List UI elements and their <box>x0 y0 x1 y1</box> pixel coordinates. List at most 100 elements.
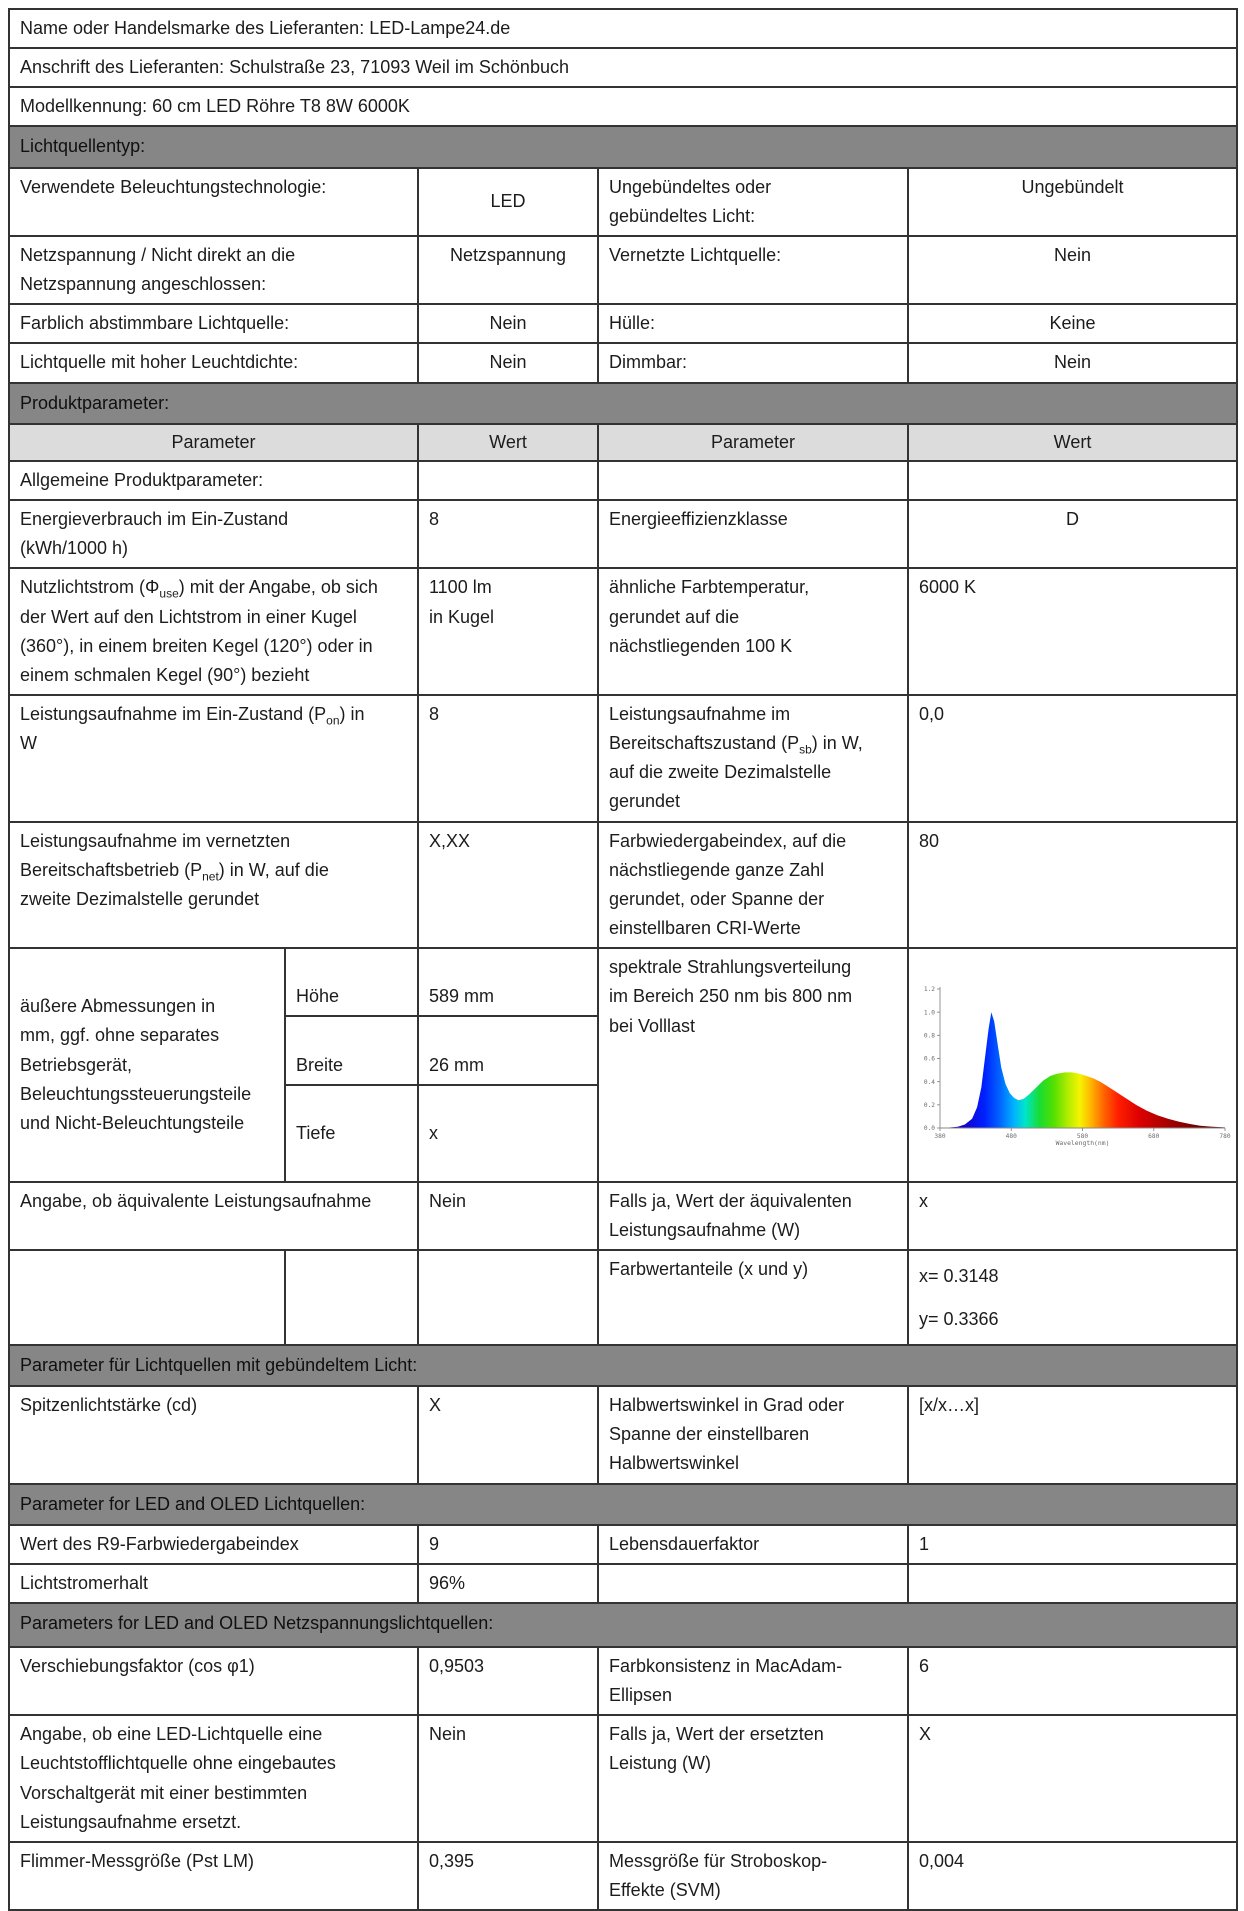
empty-cell <box>597 1562 909 1605</box>
row-leistungsaufnahme-vernetzt: Leistungsaufnahme im vernetzten Bereitsc… <box>8 820 1239 950</box>
param-label: Ungebündeltes oder gebündeltes Licht: <box>597 166 909 237</box>
svg-text:580: 580 <box>1077 1133 1088 1140</box>
section-title: Parameter for LED and OLED Lichtquellen: <box>7 1482 1239 1526</box>
param-value: X <box>906 1714 1239 1843</box>
section-lichtquellentyp: Lichtquellentyp: <box>7 125 1239 169</box>
svg-text:780: 780 <box>1219 1133 1230 1140</box>
param-value: x= 0.3148 y= 0.3366 <box>906 1249 1239 1346</box>
supplier-address-text: Anschrift des Lieferanten: Schulstraße 2… <box>7 47 1239 89</box>
param-value: 1 <box>906 1523 1239 1565</box>
section-led-oled: Parameter for LED and OLED Lichtquellen: <box>7 1482 1239 1526</box>
column-header-parameter: Parameter <box>8 422 419 462</box>
param-label: Dimmbar: <box>597 342 909 384</box>
row-spitzenlichtstaerke: Spitzenlichtstärke (cd) X Halbwertswinke… <box>8 1385 1239 1485</box>
param-label: spektrale Strahlungsverteilung im Bereic… <box>597 947 909 1183</box>
dimension-key-hoehe: Höhe <box>287 978 416 1018</box>
svg-text:380: 380 <box>934 1133 945 1140</box>
param-value: Nein <box>417 1180 599 1252</box>
param-value: Nein <box>906 234 1239 306</box>
param-value: Nein <box>417 1714 599 1843</box>
param-label: Energieeffizienzklasse <box>597 499 909 570</box>
param-value: X,XX <box>417 820 599 950</box>
supplier-name-row: Name oder Handelsmarke des Lieferanten: … <box>7 7 1239 50</box>
param-value: Nein <box>417 303 599 345</box>
row-energieverbrauch: Energieverbrauch im Ein-Zustand (kWh/100… <box>8 499 1239 570</box>
svg-text:0.0: 0.0 <box>924 1126 935 1133</box>
row-flimmer: Flimmer-Messgröße (Pst LM) 0,395 Messgrö… <box>8 1840 1239 1911</box>
param-value: 6 <box>906 1645 1239 1717</box>
empty-cell <box>8 1249 286 1346</box>
row-netzspannung: Netzspannung / Nicht direkt an die Netzs… <box>8 234 1239 306</box>
param-label: Farblich abstimmbare Lichtquelle: <box>8 303 419 345</box>
section-title: Produktparameter: <box>7 381 1239 425</box>
column-header-wert: Wert <box>417 422 599 462</box>
param-label: Leistungsaufnahme im Ein-Zustand (Pon) i… <box>8 693 419 823</box>
dimension-value-breite: 26 mm <box>420 1047 596 1086</box>
row-ersetzt-leuchtstofflichtquelle: Angabe, ob eine LED-Lichtquelle eine Leu… <box>8 1714 1239 1843</box>
param-label: Lichtquelle mit hoher Leuchtdichte: <box>8 342 419 384</box>
param-value: 96% <box>417 1562 599 1605</box>
param-value: x <box>906 1180 1239 1252</box>
param-label: Spitzenlichtstärke (cd) <box>8 1385 419 1485</box>
svg-text:0.6: 0.6 <box>924 1056 935 1063</box>
row-abmessungen: äußere Abmessungen in mm, ggf. ohne sepa… <box>8 947 1239 1183</box>
svg-text:480: 480 <box>1006 1133 1017 1140</box>
empty-cell <box>906 459 1239 502</box>
empty-cell <box>417 1249 599 1346</box>
row-lichtstromerhalt: Lichtstromerhalt 96% <box>8 1562 1239 1605</box>
dimension-value-hoehe: 589 mm <box>420 978 596 1018</box>
section-title: Lichtquellentyp: <box>7 125 1239 169</box>
subsection-label: Allgemeine Produktparameter: <box>8 459 419 502</box>
column-header-row: Parameter Wert Parameter Wert <box>8 422 1239 462</box>
empty-cell <box>597 459 909 502</box>
param-label: Netzspannung / Nicht direkt an die Netzs… <box>8 234 419 306</box>
param-value: Ungebündelt <box>906 166 1239 237</box>
param-value: 1100 lm in Kugel <box>417 567 599 696</box>
param-value: X <box>417 1385 599 1485</box>
param-label: Falls ja, Wert der ersetzten Leistung (W… <box>597 1714 909 1843</box>
supplier-address-row: Anschrift des Lieferanten: Schulstraße 2… <box>7 47 1239 89</box>
param-value: 0,0 <box>906 693 1239 823</box>
svg-text:0.2: 0.2 <box>924 1102 935 1109</box>
param-label: Vernetzte Lichtquelle: <box>597 234 909 306</box>
row-farblich-abstimmbar: Farblich abstimmbare Lichtquelle: Nein H… <box>8 303 1239 345</box>
param-label: Leistungsaufnahme im Bereitschaftszustan… <box>597 693 909 823</box>
row-nutzlichtstrom: Nutzlichtstrom (Φuse) mit der Angabe, ob… <box>8 567 1239 696</box>
param-label: Wert des R9-Farbwiedergabeindex <box>8 1523 419 1565</box>
param-label: Leistungsaufnahme im vernetzten Bereitsc… <box>8 820 419 950</box>
spectral-chart-svg: 0.0 0.2 0.4 0.6 0.8 1.0 1.2 380 480 580 680 780 Wave… <box>924 987 1231 1148</box>
param-value: 8 <box>417 499 599 570</box>
param-label: Energieverbrauch im Ein-Zustand (kWh/100… <box>8 499 419 570</box>
section-title: Parameter für Lichtquellen mit gebündelt… <box>7 1343 1239 1388</box>
dimension-key-breite: Breite <box>287 1047 416 1086</box>
param-value: D <box>906 499 1239 570</box>
row-verschiebungsfaktor: Verschiebungsfaktor (cos φ1) 0,9503 Farb… <box>8 1645 1239 1717</box>
svg-text:680: 680 <box>1148 1133 1159 1140</box>
row-leistungsaufnahme-ein: Leistungsaufnahme im Ein-Zustand (Pon) i… <box>8 693 1239 823</box>
row-farbwertanteile: Farbwertanteile (x und y) x= 0.3148 y= 0… <box>8 1249 1239 1346</box>
dimension-value-tiefe: x <box>429 1122 438 1143</box>
param-value: 0,395 <box>417 1840 599 1911</box>
param-value: Keine <box>906 303 1239 345</box>
model-id-text: Modellkennung: 60 cm LED Röhre T8 8W 600… <box>7 86 1239 128</box>
param-value: 6000 K <box>906 567 1239 696</box>
param-value: 8 <box>417 693 599 823</box>
dimensions-label: äußere Abmessungen in mm, ggf. ohne sepa… <box>8 947 286 1183</box>
row-beleuchtungstechnologie: Verwendete Beleuchtungstechnologie: LED … <box>8 166 1239 237</box>
param-label: Falls ja, Wert der äquivalenten Leistung… <box>597 1180 909 1252</box>
dimensions-values: 589 mm 26 mm x <box>417 947 599 1183</box>
param-label: Halbwertswinkel in Grad oder Spanne der … <box>597 1385 909 1485</box>
empty-cell <box>284 1249 419 1346</box>
section-title: Parameters for LED and OLED Netzspannung… <box>7 1602 1239 1648</box>
param-label: Farbwiedergabeindex, auf die nächstliege… <box>597 820 909 950</box>
param-label: Lebensdauerfaktor <box>597 1523 909 1565</box>
param-label: Nutzlichtstrom (Φuse) mit der Angabe, ob… <box>8 567 419 696</box>
param-label: Messgröße für Stroboskop- Effekte (SVM) <box>597 1840 909 1911</box>
svg-text:1.0: 1.0 <box>924 1010 935 1017</box>
section-produktparameter: Produktparameter: <box>7 381 1239 425</box>
column-header-parameter: Parameter <box>597 422 909 462</box>
param-value: 80 <box>906 820 1239 950</box>
spectral-distribution-chart: 0.0 0.2 0.4 0.6 0.8 1.0 1.2 380 480 580 680 780 Wave… <box>906 947 1239 1183</box>
section-gebuendeltes-licht: Parameter für Lichtquellen mit gebündelt… <box>7 1343 1239 1388</box>
section-netzspannungslichtquellen: Parameters for LED and OLED Netzspannung… <box>7 1602 1239 1648</box>
